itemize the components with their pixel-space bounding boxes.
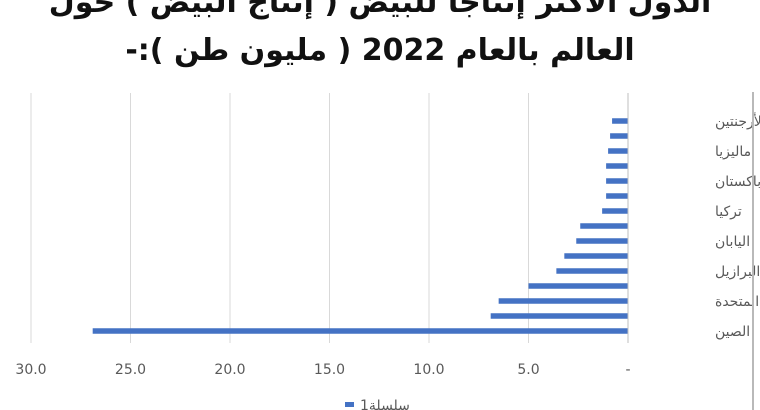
- bar: [92, 328, 628, 334]
- bar: [528, 283, 628, 289]
- category-label: اليابان: [715, 234, 750, 250]
- bar: [490, 313, 628, 319]
- category-label: تركيا: [715, 204, 742, 220]
- bar: [608, 148, 628, 154]
- bar: [602, 208, 628, 214]
- x-tick-label: 10.0: [413, 362, 444, 378]
- bar: [580, 223, 628, 229]
- chart-title-line-2: العالم بالعام 2022 ( مليون طن ):-: [125, 33, 635, 68]
- chart-title-line-1: الدول الأكثر إنتاجاً للبيض ( إنتاج البيض…: [48, 0, 712, 20]
- legend-label: سلسلة1: [360, 398, 410, 410]
- category-label: الأرجنتين: [715, 112, 760, 130]
- legend-marker: [345, 402, 354, 407]
- category-label: ماليزيا: [715, 144, 751, 160]
- x-tick-label: 15.0: [314, 362, 345, 378]
- bar: [564, 253, 628, 259]
- bar: [606, 163, 628, 169]
- category-label: باكستان: [715, 174, 760, 190]
- x-tick-label: 25.0: [115, 362, 146, 378]
- x-tick-label: 30.0: [15, 362, 46, 378]
- category-label: الولايات المتحدة: [715, 294, 760, 310]
- bar: [498, 298, 628, 304]
- bar: [612, 118, 628, 124]
- bar: [576, 238, 628, 244]
- chart-right-border: [752, 92, 754, 410]
- bar: [606, 193, 628, 199]
- category-label: البرازيل: [715, 264, 760, 280]
- x-tick-label: -: [625, 362, 630, 378]
- bar: [610, 133, 628, 139]
- bar: [606, 178, 628, 184]
- category-label: الصين: [715, 324, 750, 340]
- bar: [556, 268, 628, 274]
- x-tick-label: 20.0: [214, 362, 245, 378]
- x-tick-label: 5.0: [517, 362, 539, 378]
